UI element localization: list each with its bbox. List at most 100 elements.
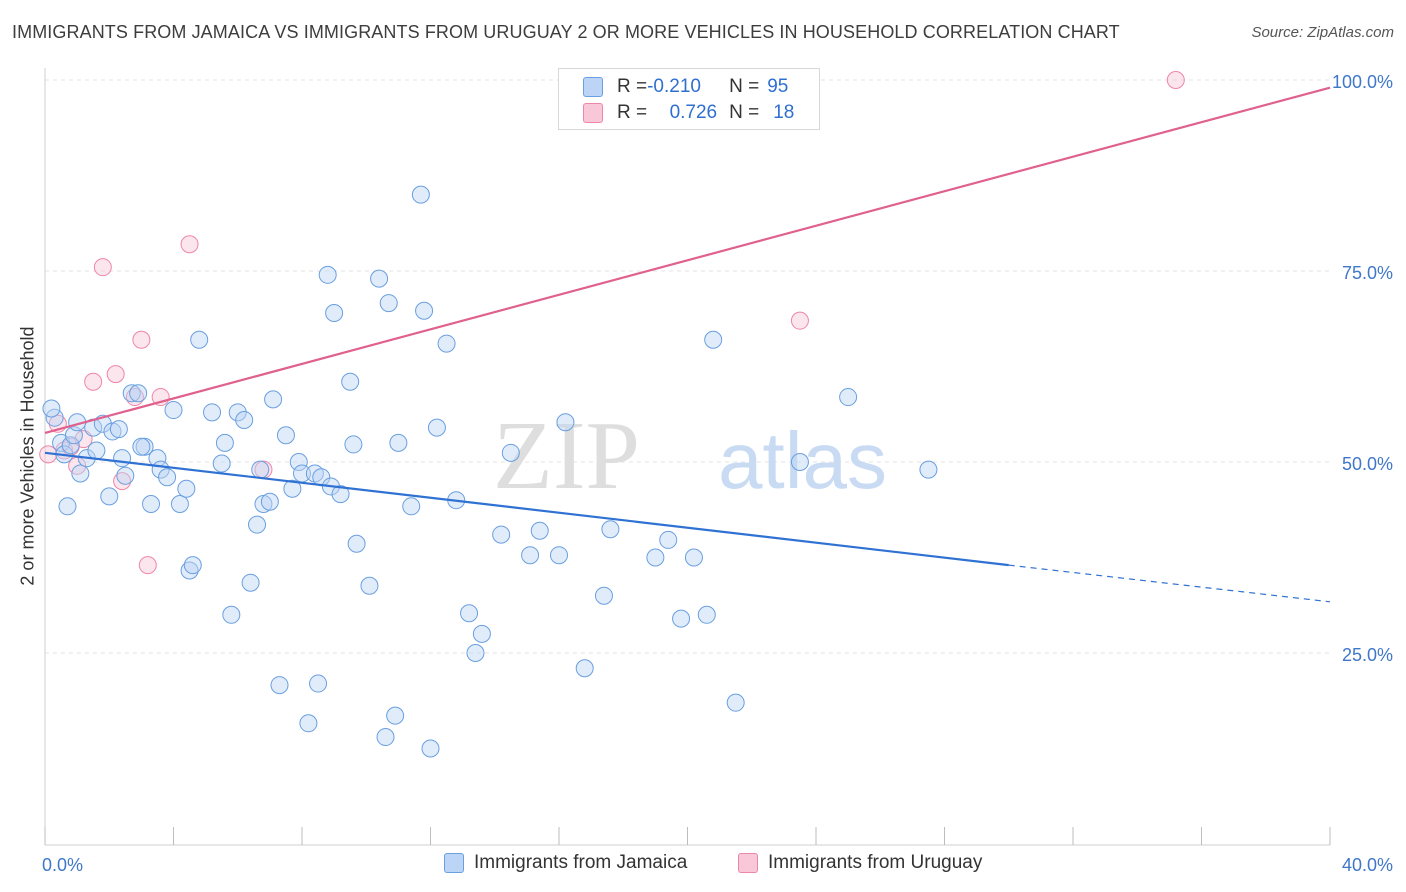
jamaica-trend-line	[44, 451, 1009, 567]
jamaica-point	[672, 609, 691, 628]
jamaica-point	[190, 330, 209, 349]
watermark: ZIP atlas	[493, 402, 887, 510]
jamaica-point	[521, 546, 540, 565]
jamaica-r-value: -0.210	[647, 76, 701, 97]
jamaica-point	[344, 435, 363, 454]
jamaica-point	[228, 403, 247, 422]
watermark-atlas: atlas	[718, 416, 887, 505]
jamaica-point	[360, 576, 379, 595]
uruguay-n-value: 18	[773, 102, 795, 123]
chart-title: IMMIGRANTS FROM JAMAICA VS IMMIGRANTS FR…	[12, 22, 1120, 42]
jamaica-point	[183, 556, 202, 575]
jamaica-point	[58, 497, 77, 516]
jamaica-point	[170, 495, 189, 514]
legend-jamaica-label: Immigrants from Jamaica	[474, 852, 688, 873]
uruguay-point	[113, 472, 132, 491]
jamaica-point	[158, 468, 177, 487]
x-tick-label: 0.0%	[42, 855, 83, 875]
jamaica-point	[575, 659, 594, 678]
legend-item-uruguay[interactable]: Immigrants from Uruguay	[738, 852, 982, 874]
uruguay-swatch	[583, 103, 603, 123]
jamaica-point	[501, 443, 520, 462]
jamaica-point	[113, 449, 132, 468]
jamaica-point	[276, 426, 295, 445]
jamaica-trend-extension	[1008, 564, 1331, 603]
jamaica-point	[704, 330, 723, 349]
jamaica-point	[331, 485, 350, 504]
stats-row-uruguay: R = 0.726 N = 18	[583, 100, 794, 126]
jamaica-point	[659, 530, 678, 549]
jamaica-swatch	[583, 77, 603, 97]
jamaica-point	[299, 714, 318, 733]
jamaica-point	[460, 604, 479, 623]
jamaica-point	[132, 437, 151, 456]
jamaica-point	[109, 420, 128, 439]
jamaica-point	[71, 464, 90, 483]
jamaica-point	[235, 410, 254, 429]
jamaica-point	[530, 521, 549, 540]
legend-uruguay-label: Immigrants from Uruguay	[768, 852, 983, 873]
trend-lines	[44, 86, 1331, 603]
jamaica-point	[556, 413, 575, 432]
jamaica-r-label: R =	[617, 76, 648, 97]
jamaica-point	[839, 388, 858, 407]
legend-item-jamaica[interactable]: Immigrants from Jamaica	[444, 852, 687, 874]
jamaica-point	[550, 546, 568, 565]
jamaica-point	[61, 436, 80, 455]
source-attribution: Source: ZipAtlas.com	[1251, 24, 1394, 41]
jamaica-point	[466, 644, 485, 662]
y-tick-label: 75.0%	[1342, 263, 1393, 283]
jamaica-point	[215, 433, 234, 452]
jamaica-point	[325, 304, 344, 323]
uruguay-trend-line	[44, 86, 1331, 435]
x-tick-label: 40.0%	[1342, 855, 1393, 875]
jamaica-point	[289, 453, 308, 471]
jamaica-point	[260, 492, 279, 511]
jamaica-point	[472, 624, 491, 643]
stats-legend: R = -0.210 N = 95 R = 0.726 N = 18	[558, 68, 820, 130]
jamaica-point	[177, 479, 196, 498]
jamaica-point	[386, 706, 405, 725]
stats-row-jamaica: R = -0.210 N = 95	[583, 74, 788, 100]
jamaica-point	[164, 401, 183, 420]
jamaica-point	[87, 441, 106, 460]
uruguay-point	[138, 556, 157, 575]
jamaica-point	[341, 372, 360, 391]
jamaica-point	[389, 433, 408, 452]
uruguay-r-label: R =	[617, 102, 648, 123]
uruguay-r-value: 0.726	[669, 102, 718, 123]
jamaica-point	[42, 399, 61, 418]
jamaica-point	[251, 460, 270, 479]
jamaica-point	[411, 185, 430, 204]
jamaica-point	[594, 586, 613, 605]
uruguay-point	[93, 258, 112, 277]
jamaica-point	[376, 728, 395, 747]
tick-labels: 25.0% 50.0% 75.0% 100.0% 0.0% 40.0%	[42, 72, 1393, 875]
uruguay-n-label: N =	[729, 102, 760, 123]
jamaica-point	[142, 495, 161, 514]
uruguay-point	[84, 372, 103, 391]
jamaica-point	[415, 301, 434, 320]
uruguay-point	[106, 365, 125, 384]
jamaica-points	[42, 185, 938, 758]
jamaica-point	[270, 676, 289, 695]
jamaica-point	[248, 515, 267, 534]
jamaica-point	[347, 534, 366, 553]
legend-jamaica-swatch	[444, 853, 464, 873]
jamaica-point	[790, 453, 809, 471]
watermark-zip: ZIP	[493, 402, 640, 510]
jamaica-point	[919, 460, 938, 479]
jamaica-point	[601, 520, 620, 539]
jamaica-point	[212, 454, 231, 473]
jamaica-point	[402, 497, 421, 516]
jamaica-point	[370, 269, 389, 288]
jamaica-point	[264, 390, 283, 409]
jamaica-point	[122, 384, 141, 403]
jamaica-point	[421, 739, 440, 758]
jamaica-point	[116, 466, 135, 485]
uruguay-point	[180, 235, 199, 254]
jamaica-point	[241, 573, 260, 592]
y-tick-label: 100.0%	[1332, 72, 1393, 92]
y-tick-label: 25.0%	[1342, 645, 1393, 665]
